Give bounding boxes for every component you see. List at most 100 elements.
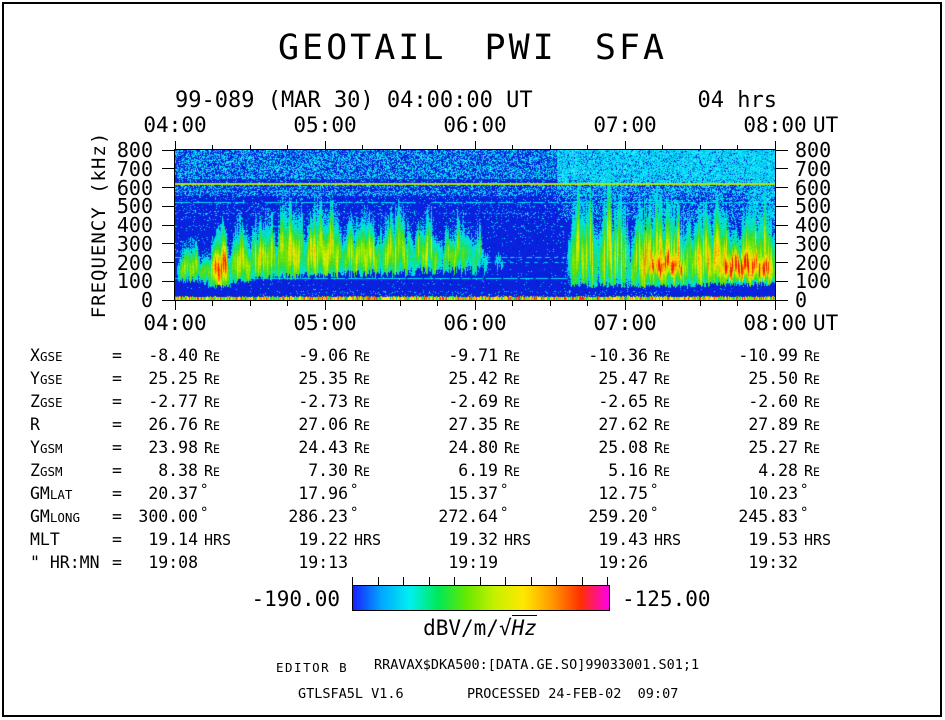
time-tick [437, 145, 438, 150]
value-cell: -10.99 RE [738, 346, 820, 365]
time-tick [249, 301, 251, 306]
value-cell: 17.96 ° [298, 482, 359, 503]
colorbar-min-label: -190.00 [251, 587, 340, 611]
time-tick [624, 301, 626, 310]
value-cell: 272.64 ° [438, 505, 509, 526]
colorbar-tick [403, 577, 404, 585]
table-row-zgse: ZGSE = -2.77 RE -2.73 RE -2.69 RE -2.65 RE -2.60 RE [30, 392, 910, 415]
time-tick [287, 301, 288, 306]
freq-tick [162, 168, 174, 170]
value-cell: 5.16 RE [608, 461, 670, 480]
freq-tick-label-left: 600 [116, 175, 153, 200]
value-cell: 24.43 RE [298, 438, 370, 457]
row-label: YGSE [30, 369, 63, 388]
value-cell: 19.14 HRS [148, 530, 232, 549]
freq-tick [776, 187, 788, 188]
time-tick-label-top: 05:00 [293, 113, 357, 137]
time-tick [399, 301, 401, 306]
freq-tick-label-left: 400 [116, 213, 153, 237]
freq-tick [776, 262, 788, 263]
value-cell: -2.77 RE [148, 392, 220, 411]
table-row-ygse: YGSE = 25.25 RE 25.35 RE 25.42 RE 25.47 RE 25.50 RE [30, 369, 910, 392]
time-tick [437, 301, 438, 306]
colorbar-max-label: -125.00 [622, 587, 711, 611]
colorbar-tick [530, 577, 532, 585]
time-tick [512, 301, 513, 306]
freq-tick [162, 224, 174, 226]
freq-tick [776, 224, 788, 226]
value-cell: -9.06 RE [298, 346, 370, 365]
freq-tick-label-right: 400 [795, 213, 832, 237]
time-tick [587, 145, 588, 150]
time-tick [624, 141, 626, 150]
value-cell: 300.00 ° [138, 505, 209, 526]
freq-tick [776, 280, 788, 282]
time-tick [474, 141, 476, 150]
value-cell: 19.32 HRS [448, 530, 532, 549]
time-tick [362, 145, 363, 150]
row-label: ZGSE [30, 392, 63, 411]
colorbar-tick [556, 577, 557, 585]
freq-tick [776, 243, 788, 245]
value-cell: 286.23 ° [288, 505, 359, 526]
table-row-gmlong: GMLONG = 300.00 ° 286.23 ° 272.64 ° 259.20 ° 245.8… [30, 505, 910, 530]
freq-tick-label-left: 300 [116, 231, 153, 256]
time-tick-label-top: 06:00 [443, 113, 507, 137]
value-cell: 10.23 ° [748, 482, 809, 503]
editor-label: EDITOR B [276, 660, 349, 675]
colorbar-tick [479, 577, 481, 585]
value-cell: 19.43 HRS [598, 530, 682, 549]
value-cell: 25.25 RE [148, 369, 220, 388]
date-label: 99-089 (MAR 30) 04:00:00 UT [175, 88, 533, 113]
value-cell: 19.22 HRS [298, 530, 382, 549]
value-cell: 24.80 RE [448, 438, 520, 457]
time-tick [212, 301, 213, 306]
colorbar-gradient [352, 585, 610, 611]
value-cell: 25.47 RE [598, 369, 670, 388]
value-cell: 27.89 RE [748, 415, 820, 434]
value-cell: 27.35 RE [448, 415, 520, 434]
row-label: ZGSM [30, 461, 63, 480]
colorbar-tick [581, 577, 583, 585]
time-tick [774, 141, 776, 150]
time-tick [549, 145, 551, 150]
table-row-hrmn: " HR:MN = 19:08 19:13 19:19 19:26 19:32 [30, 553, 910, 576]
time-tick-label-bottom: 05:00 [293, 311, 357, 335]
freq-tick-label-right: 100 [795, 269, 832, 294]
freq-tick-label-right: 600 [795, 175, 832, 200]
value-cell: 26.76 RE [148, 415, 220, 434]
freq-tick-label-left: 100 [116, 269, 153, 294]
unit-prefix: dBV/m/ [423, 616, 499, 640]
program-version-label: GTLSFA5L V1.6 [298, 686, 404, 702]
freq-tick [162, 205, 174, 207]
time-tick [287, 145, 288, 150]
freq-tick [776, 299, 788, 301]
spectrogram-plot-area: FREQUENCY (kHz) 04:00 04:00 05:00 05:00 06:0… [88, 113, 838, 335]
time-tick-label-bottom: 04:00 [143, 311, 207, 335]
time-tick-label-top: 04:00 [143, 113, 207, 137]
value-cell: -9.71 RE [448, 346, 520, 365]
freq-tick-label-right: 800 [795, 138, 832, 162]
value-cell: -2.65 RE [598, 392, 670, 411]
value-cell: 7.30 RE [308, 461, 370, 480]
freq-tick-label-right: 300 [795, 231, 832, 256]
value-cell: 27.06 RE [298, 415, 370, 434]
processed-date-label: PROCESSED 24-FEB-02 09:07 [467, 686, 679, 702]
equals-sign: = [112, 484, 122, 503]
colorbar-tick [454, 577, 455, 585]
value-cell: 19:32 [748, 553, 798, 572]
value-cell: 6.19 RE [458, 461, 520, 480]
time-tick [362, 301, 363, 306]
freq-tick-label-right: 500 [795, 194, 832, 219]
value-cell: 25.08 RE [598, 438, 670, 457]
time-tick [512, 145, 513, 150]
time-tick-label-bottom: 08:00 [743, 311, 807, 335]
freq-tick [162, 299, 174, 301]
value-cell: 259.20 ° [588, 505, 659, 526]
colorbar-tick [377, 577, 379, 585]
colorbar-tick [428, 577, 430, 585]
colorbar-tick [505, 577, 506, 585]
value-cell: 19:19 [448, 553, 498, 572]
